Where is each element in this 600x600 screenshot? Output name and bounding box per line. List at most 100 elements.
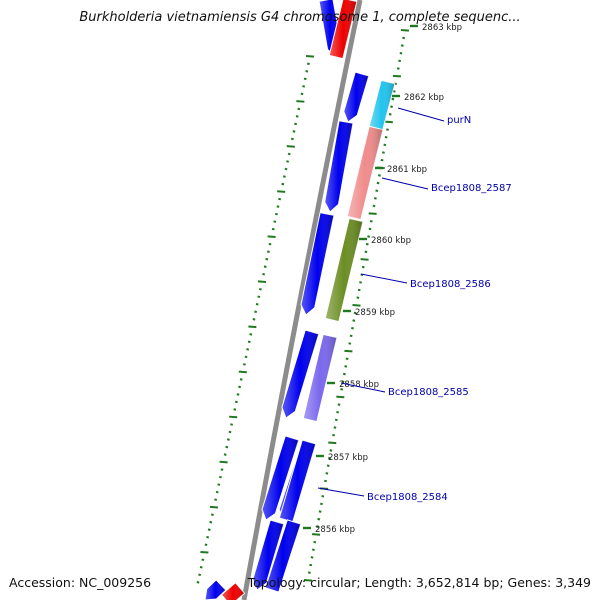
inner-tick-dot [286,145,295,148]
kbp-tick-label: 2858 kbp [339,380,379,390]
inner-tick-dot [218,475,222,479]
outer-tick-dot [332,433,336,437]
kbp-tick-label: 2862 kbp [404,93,444,103]
outer-tick-dot [392,90,396,93]
feature-shading [262,435,299,520]
inner-tick-dot [226,438,230,441]
outer-tick-dot [325,472,329,475]
gene-leader-line [340,382,386,393]
outer-tick-dot [368,212,377,215]
outer-tick-dot [367,235,371,238]
outer-tick-dot [382,151,385,154]
feature-shading [252,520,284,590]
outer-tick-dot [312,533,321,536]
outer-tick-dot [329,449,333,452]
outer-tick-dot [307,571,311,574]
outer-tick-dot [337,403,341,406]
outer-tick-dot [384,120,393,124]
inner-tick-dot [234,400,238,404]
feature-shading [300,212,334,315]
inner-tick-dot [198,573,202,577]
outer-tick-dot [384,135,388,139]
inner-tick-dot [204,543,208,546]
outer-tick-dot [365,242,369,246]
outer-tick-dot [328,456,331,460]
gene-leader-line [381,177,429,190]
inner-tick-dot [217,483,221,486]
outer-tick-dot [344,365,348,368]
kbp-tick-label: 2861 kbp [387,165,427,175]
inner-tick-dot [303,77,307,81]
kbp-tick-label: 2863 kbp [422,23,462,33]
inner-tick-dot [255,303,259,306]
inner-tick-dot [296,100,305,103]
outer-tick-dot [402,36,406,40]
inner-tick-dot [300,92,304,96]
inner-tick-dot [257,295,261,299]
inner-tick-dot [206,535,210,539]
outer-tick-dot [311,548,315,552]
kbp-tick-label: 2857 kbp [328,453,368,463]
inner-tick-dot [305,70,309,73]
inner-tick-dot [230,423,234,426]
feature-shading [325,218,363,322]
outer-tick-dot [352,319,356,322]
inner-tick-dot [233,408,237,411]
gene-label: purN [447,115,471,126]
inner-tick-dot [200,550,209,554]
feature-shading [329,0,357,59]
inner-tick-dot [247,340,251,344]
map-title: Burkholderia vietnamiensis G4 chromosome… [79,10,521,25]
topology-text: Topology: circular; Length: 3,652,814 bp… [247,575,591,590]
outer-tick-dot [336,395,345,399]
outer-tick-dot [336,410,340,414]
outer-tick-dot [349,334,353,338]
feature-shading [303,334,337,422]
outer-tick-dot [351,326,354,330]
outer-tick-dot [390,105,393,108]
outer-tick-dot [320,502,323,506]
inner-tick-dot [282,175,286,178]
inner-tick-dot [284,167,288,171]
inner-tick-dot [228,430,232,434]
outer-tick-dot [360,273,364,277]
inner-tick-dot [281,182,285,186]
inner-tick-dot [294,122,298,126]
outer-tick-dot [353,311,357,315]
inner-tick-dot [297,107,301,111]
inner-tick-dot [271,227,275,231]
inner-tick-dot [209,520,213,524]
inner-tick-dot [199,566,203,569]
inner-tick-dot [225,445,229,449]
inner-tick-dot [273,220,277,223]
outer-tick-dot [315,525,319,529]
outer-tick-dot [333,426,337,429]
feature-shading [279,440,316,522]
inner-tick-dot [290,137,294,141]
inner-tick-dot [267,235,276,238]
outer-tick-dot [399,51,403,55]
feature-shading [347,126,383,220]
outer-tick-dot [360,258,369,261]
outer-tick-dot [369,220,373,223]
inner-tick-dot [278,197,282,201]
inner-tick-dot [252,318,256,321]
gene-leader-line [397,107,445,122]
outer-tick-dot [310,556,314,559]
gene-labels: purN Bcep1808_2587 Bcep1808_2586 Bcep1808_2… [317,107,512,503]
kbp-tick-label: 2859 kbp [355,308,395,318]
outer-tick-dot [383,143,387,147]
outer-tick-dot [341,380,345,383]
gene-label: Bcep1808_2587 [431,183,512,194]
inner-tick-dot [246,348,250,351]
feature-shading [265,519,301,593]
inner-tick-dot [258,287,262,291]
inner-tick-dot [220,468,224,471]
inner-tick-dot [238,385,242,389]
outer-tick-dot [344,349,353,353]
outer-tick-dot [368,227,372,231]
outer-tick-dot [321,495,325,498]
inner-tick-dot [219,460,228,464]
inner-tick-dot [306,62,310,66]
